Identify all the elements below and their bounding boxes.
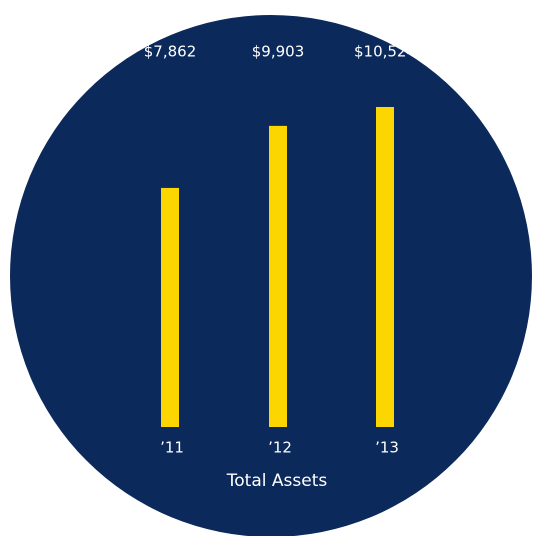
bar <box>376 107 394 427</box>
bar <box>269 125 287 427</box>
value-label: $9,903 <box>252 43 305 61</box>
bar <box>161 187 179 427</box>
x-tick-label: ’13 <box>375 439 399 457</box>
x-tick-label: ’11 <box>160 439 184 457</box>
x-tick-label: ’12 <box>268 439 292 457</box>
chart-title: Total Assets <box>226 471 328 491</box>
value-label: $7,862 <box>144 43 197 61</box>
value-label: $10,524 <box>354 43 416 61</box>
